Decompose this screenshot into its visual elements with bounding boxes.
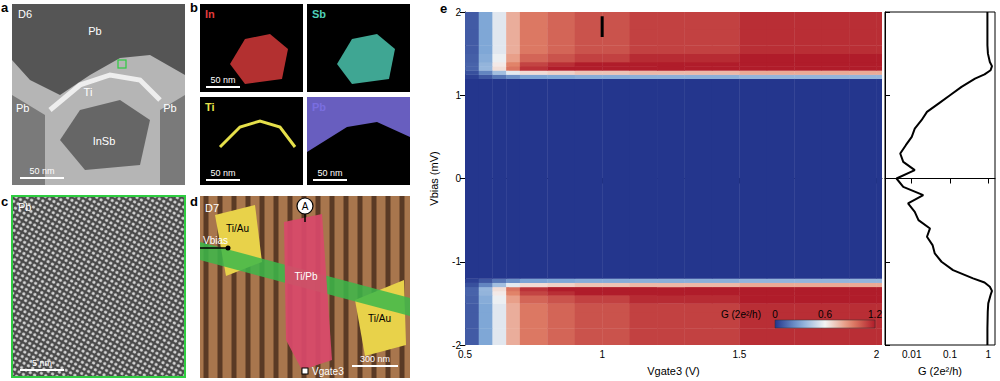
svg-text:2: 2 <box>874 349 880 360</box>
svg-text:Vbias: Vbias <box>203 235 228 246</box>
svg-text:50 nm: 50 nm <box>210 168 235 178</box>
svg-text:Vgate3 (V): Vgate3 (V) <box>647 365 700 377</box>
svg-text:0.5: 0.5 <box>458 349 472 360</box>
svg-text:Pb: Pb <box>16 102 29 114</box>
svg-text:D6: D6 <box>18 8 32 20</box>
svg-text:0.01: 0.01 <box>902 349 922 360</box>
svg-text:5 nm: 5 nm <box>32 358 52 368</box>
svg-text:e: e <box>440 1 447 16</box>
svg-text:Vbias (mV): Vbias (mV) <box>428 151 440 205</box>
svg-text:0.1: 0.1 <box>943 349 957 360</box>
svg-text:0.6: 0.6 <box>818 309 832 320</box>
svg-text:1.2: 1.2 <box>868 309 882 320</box>
svg-text:Vgate3: Vgate3 <box>312 366 344 377</box>
svg-text:Ti/Pb: Ti/Pb <box>295 271 318 282</box>
svg-text:In: In <box>205 8 215 20</box>
svg-text:0: 0 <box>455 173 461 184</box>
svg-text:b: b <box>190 0 198 15</box>
svg-text:50 nm: 50 nm <box>29 166 54 176</box>
svg-text:-1: -1 <box>452 256 461 267</box>
svg-text:a: a <box>1 0 9 15</box>
svg-text:Sb: Sb <box>312 8 326 20</box>
svg-text:Ti/Au: Ti/Au <box>368 313 391 324</box>
svg-text:0: 0 <box>772 309 778 320</box>
svg-text:-2: -2 <box>452 339 461 351</box>
svg-text:2: 2 <box>455 7 461 18</box>
svg-text:1.5: 1.5 <box>732 349 746 360</box>
svg-text:Ti/Au: Ti/Au <box>226 223 249 234</box>
svg-text:Ti: Ti <box>84 86 93 98</box>
svg-text:Pb: Pb <box>312 101 326 113</box>
svg-text:1: 1 <box>985 349 991 360</box>
svg-text:Pb: Pb <box>18 201 31 213</box>
svg-text:c: c <box>1 194 8 209</box>
svg-text:1: 1 <box>455 90 461 101</box>
svg-text:G (2e²/h): G (2e²/h) <box>918 365 962 377</box>
svg-text:InSb: InSb <box>93 135 116 147</box>
svg-text:Ti: Ti <box>205 101 215 113</box>
svg-text:d: d <box>190 194 198 209</box>
svg-text:50 nm: 50 nm <box>210 75 235 85</box>
svg-text:50 nm: 50 nm <box>317 168 342 178</box>
svg-text:Pb: Pb <box>163 102 176 114</box>
svg-text:A: A <box>302 201 309 212</box>
svg-text:Pb: Pb <box>88 25 101 37</box>
svg-text:D7: D7 <box>205 202 219 214</box>
svg-text:1: 1 <box>599 349 605 360</box>
svg-text:G (2e²/h): G (2e²/h) <box>721 309 761 320</box>
svg-text:300 nm: 300 nm <box>360 354 390 364</box>
